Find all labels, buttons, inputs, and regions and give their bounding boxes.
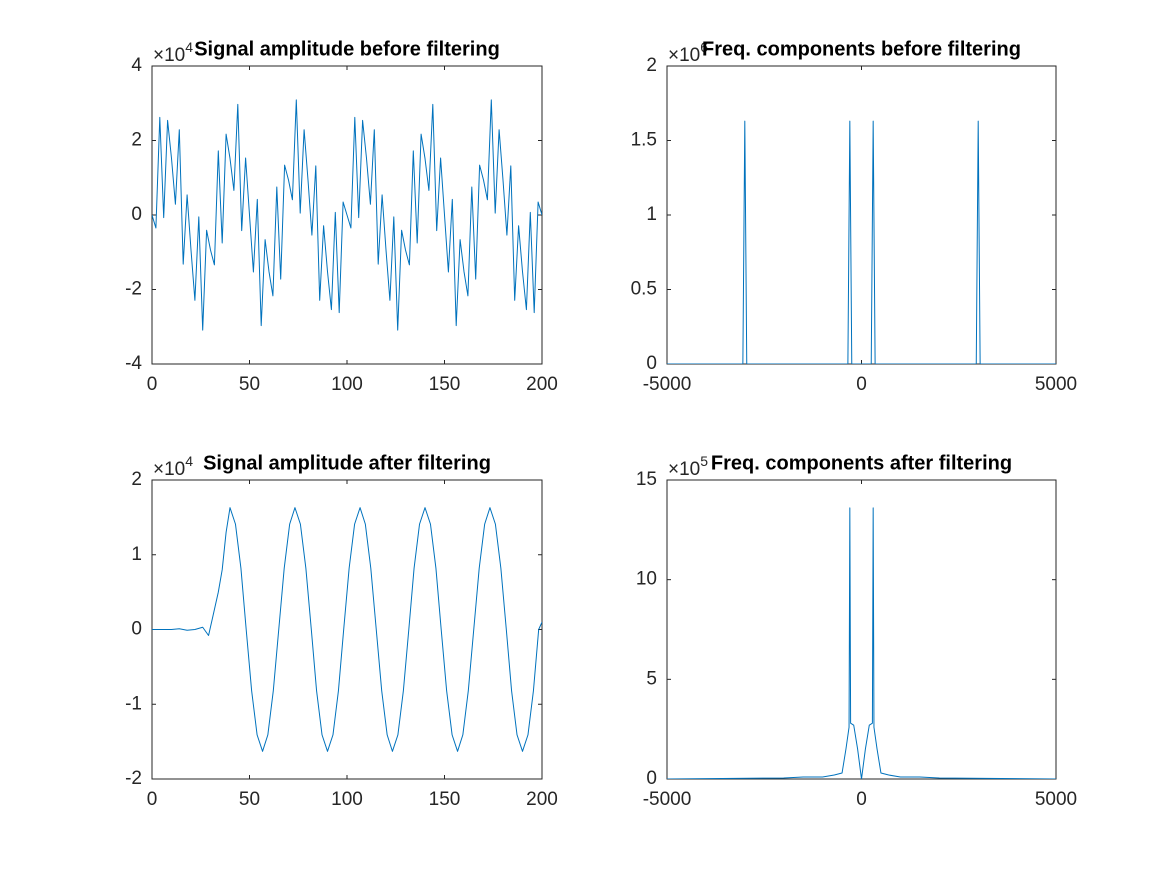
chart-title: Signal amplitude after filtering <box>203 452 491 474</box>
y-tick-label: 4 <box>131 55 142 76</box>
y-tick-label: 15 <box>636 469 657 490</box>
axis-exponent: ×105 <box>668 453 708 480</box>
y-tick-label: -2 <box>125 768 142 789</box>
x-tick-label: 0 <box>856 374 867 395</box>
axis-exponent: ×104 <box>153 453 193 480</box>
x-tick-label: 5000 <box>1035 789 1077 810</box>
y-tick-label: 1 <box>646 204 657 225</box>
axis-exponent: ×104 <box>153 39 193 66</box>
exponent-base: ×10 <box>668 459 700 480</box>
y-tick-label: 2 <box>131 130 142 151</box>
x-tick-label: 5000 <box>1035 374 1077 395</box>
axes-box <box>666 479 1057 780</box>
signal-line <box>667 507 1056 779</box>
exponent-base: ×10 <box>668 45 700 66</box>
y-tick-label: -2 <box>125 279 142 300</box>
exponent-power: 5 <box>700 453 708 469</box>
plot-area <box>152 507 542 752</box>
signal-line <box>152 99 542 331</box>
exponent-base: ×10 <box>153 459 185 480</box>
signal-line <box>667 120 1056 364</box>
axis-exponent: ×106 <box>668 39 708 66</box>
y-tick-label: 0 <box>646 353 657 374</box>
x-tick-label: 100 <box>331 374 363 395</box>
chart-title: Signal amplitude before filtering <box>194 38 500 60</box>
x-tick-label: 50 <box>239 789 260 810</box>
x-tick-label: 50 <box>239 374 260 395</box>
x-tick-label: 100 <box>331 789 363 810</box>
y-tick-label: 1.5 <box>631 130 657 151</box>
exponent-base: ×10 <box>153 45 185 66</box>
y-tick-label: -1 <box>125 693 142 714</box>
x-tick-label: 0 <box>147 374 158 395</box>
x-tick-label: 0 <box>147 789 158 810</box>
x-tick-label: 0 <box>856 789 867 810</box>
y-tick-label: 10 <box>636 569 657 590</box>
x-tick-label: -5000 <box>643 789 692 810</box>
plot-area <box>667 120 1056 364</box>
plot-area <box>152 99 542 331</box>
y-tick-label: 5 <box>646 668 657 689</box>
plot-area <box>667 507 1056 779</box>
x-tick-label: -5000 <box>643 374 692 395</box>
y-tick-label: 1 <box>131 544 142 565</box>
x-tick-label: 200 <box>526 789 558 810</box>
exponent-power: 4 <box>185 453 193 469</box>
x-tick-label: 150 <box>429 374 461 395</box>
x-tick-label: 200 <box>526 374 558 395</box>
y-tick-label: 0 <box>131 204 142 225</box>
y-tick-label: 0 <box>131 619 142 640</box>
chart-title: Freq. components after filtering <box>711 452 1012 474</box>
y-tick-label: 0.5 <box>631 279 657 300</box>
signal-line <box>152 507 542 752</box>
exponent-power: 4 <box>185 39 193 55</box>
y-tick-label: 0 <box>646 768 657 789</box>
x-tick-label: 150 <box>429 789 461 810</box>
y-tick-label: -4 <box>125 353 142 374</box>
axes-box <box>151 479 543 780</box>
chart-title: Freq. components before filtering <box>702 38 1021 60</box>
y-tick-label: 2 <box>131 469 142 490</box>
y-tick-label: 2 <box>646 55 657 76</box>
exponent-power: 6 <box>700 39 708 55</box>
axes-box <box>666 65 1057 365</box>
